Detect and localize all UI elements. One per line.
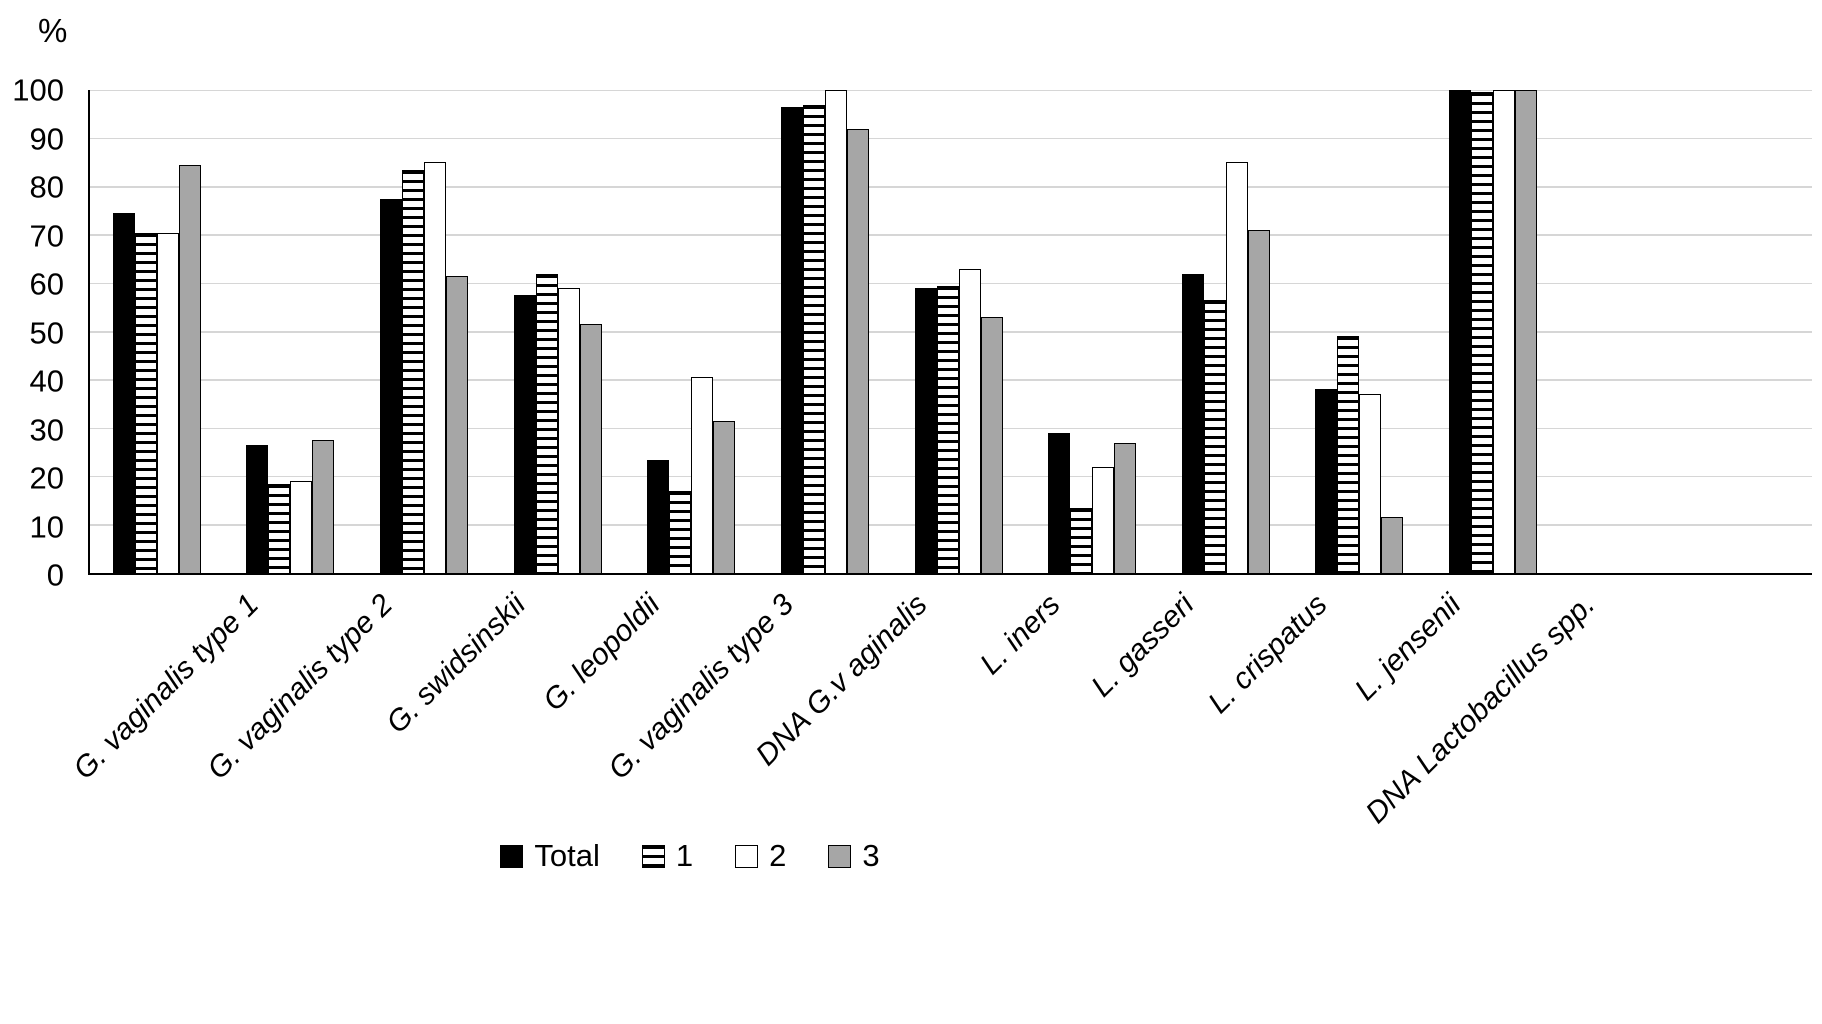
legend-swatch-1 bbox=[641, 844, 665, 868]
legend-item-2: 2 bbox=[735, 838, 786, 874]
bar-2 bbox=[557, 288, 580, 573]
bar-group bbox=[380, 90, 469, 573]
y-tick-label: 50 bbox=[29, 315, 64, 350]
bar-total bbox=[1315, 389, 1338, 573]
bar-3 bbox=[1114, 442, 1137, 573]
gridline bbox=[90, 234, 1812, 236]
gridline bbox=[90, 186, 1812, 188]
legend-label: 2 bbox=[769, 838, 787, 873]
legend: Total 1 2 3 bbox=[0, 838, 1380, 874]
bar-2 bbox=[156, 232, 179, 573]
bar-total bbox=[513, 295, 536, 573]
bar-2 bbox=[1493, 90, 1516, 573]
bar-1 bbox=[535, 273, 558, 573]
bar-group bbox=[112, 90, 201, 573]
y-tick-label: 10 bbox=[29, 509, 64, 544]
x-axis-label: G. leopoldii bbox=[536, 588, 667, 718]
bar-3 bbox=[446, 275, 469, 573]
bar-1 bbox=[802, 104, 825, 573]
bar-groups bbox=[90, 90, 1560, 573]
bar-total bbox=[1181, 273, 1204, 573]
bar-1 bbox=[268, 483, 291, 573]
gridline bbox=[90, 89, 1812, 91]
x-axis-labels: G. vaginalis type 1 G. vaginalis type 2 G.… bbox=[67, 582, 1812, 830]
x-axis-label: L. iners bbox=[973, 588, 1067, 681]
bar-2 bbox=[1359, 394, 1382, 573]
bar-1 bbox=[1070, 507, 1093, 573]
y-tick-label: 30 bbox=[29, 412, 64, 447]
bar-2 bbox=[958, 268, 981, 573]
bar-3 bbox=[178, 164, 201, 573]
x-axis-label: L. jensenii bbox=[1348, 588, 1468, 707]
bar-1 bbox=[936, 285, 959, 573]
plot-area bbox=[88, 89, 1812, 575]
y-tick-label: 40 bbox=[29, 363, 64, 399]
legend-swatch-2 bbox=[735, 844, 759, 868]
y-tick-label: 70 bbox=[29, 218, 64, 253]
bar-2 bbox=[1092, 466, 1115, 573]
bar-1 bbox=[669, 490, 692, 573]
bar-total bbox=[380, 198, 403, 573]
bar-group bbox=[1449, 90, 1538, 573]
y-axis-tick-labels: 0 10 20 30 40 50 60 70 80 90 100 bbox=[0, 75, 78, 591]
y-tick-label: 60 bbox=[29, 266, 64, 302]
bar-total bbox=[1048, 432, 1071, 573]
bar-total bbox=[246, 445, 269, 573]
gridline bbox=[90, 282, 1812, 285]
bar-3 bbox=[1381, 517, 1404, 573]
x-axis-label: DNA Lactobacillus spp. bbox=[1359, 588, 1602, 830]
bar-total bbox=[112, 213, 135, 573]
bar-3 bbox=[846, 128, 869, 573]
x-axis-label: L. gasseri bbox=[1085, 588, 1201, 704]
bar-2 bbox=[691, 377, 714, 573]
bar-total bbox=[780, 106, 803, 573]
bar-3 bbox=[1515, 90, 1538, 573]
bar-group bbox=[513, 90, 602, 573]
bar-1 bbox=[1203, 300, 1226, 573]
bar-1 bbox=[1471, 92, 1494, 573]
bar-1 bbox=[134, 232, 157, 573]
y-tick-label: 20 bbox=[29, 460, 64, 496]
bar-group bbox=[1315, 90, 1404, 573]
bar-group bbox=[647, 90, 736, 573]
y-tick-label: 80 bbox=[29, 169, 64, 205]
legend-swatch-total bbox=[500, 844, 524, 868]
legend-item-total: Total bbox=[500, 838, 600, 874]
y-axis-title: % bbox=[38, 12, 68, 49]
y-tick-label: 100 bbox=[12, 72, 64, 108]
bar-group bbox=[1181, 90, 1270, 573]
bar-2 bbox=[1225, 162, 1248, 573]
bar-2 bbox=[824, 90, 847, 573]
legend-item-1: 1 bbox=[641, 838, 694, 874]
bar-1 bbox=[1337, 336, 1360, 573]
bar-group bbox=[914, 90, 1003, 573]
x-axis-label: G. swidsinskii bbox=[380, 588, 533, 740]
bar-group bbox=[780, 90, 869, 573]
bar-3 bbox=[312, 440, 335, 573]
bar-total bbox=[914, 288, 937, 573]
bar-3 bbox=[1247, 230, 1270, 573]
legend-label: 1 bbox=[675, 838, 694, 873]
y-tick-label: 0 bbox=[46, 557, 64, 593]
gridline bbox=[90, 137, 1812, 140]
bar-1 bbox=[402, 169, 425, 573]
bar-3 bbox=[713, 420, 736, 573]
bar-group bbox=[1048, 90, 1137, 573]
bar-2 bbox=[424, 162, 447, 573]
bar-2 bbox=[290, 481, 313, 573]
legend-item-3: 3 bbox=[828, 838, 880, 874]
bar-group bbox=[246, 90, 335, 573]
bar-3 bbox=[579, 324, 602, 573]
bar-total bbox=[647, 459, 670, 573]
bar-total bbox=[1449, 90, 1472, 573]
bar-3 bbox=[980, 317, 1003, 573]
legend-swatch-3 bbox=[828, 844, 852, 868]
y-tick-label: 90 bbox=[29, 121, 64, 156]
legend-label: 3 bbox=[862, 838, 880, 873]
x-axis-label: L. crispatus bbox=[1202, 588, 1335, 720]
legend-label: Total bbox=[534, 838, 600, 873]
